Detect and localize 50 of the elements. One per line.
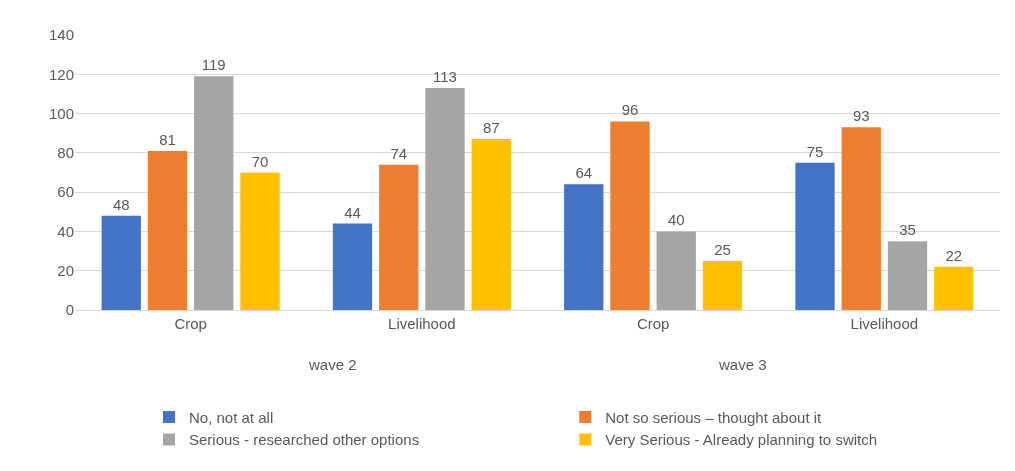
bar bbox=[656, 231, 696, 310]
x-tick-label: Livelihood bbox=[388, 315, 456, 332]
data-label: 81 bbox=[159, 130, 176, 148]
bar bbox=[425, 88, 465, 310]
x-tick-label: Crop bbox=[636, 315, 670, 332]
bar bbox=[240, 172, 280, 310]
text: wave 2 bbox=[308, 356, 357, 373]
legend-label: Serious - researched other options bbox=[189, 431, 420, 449]
bar bbox=[795, 162, 835, 310]
data-label: 119 bbox=[201, 56, 226, 74]
data-label: 64 bbox=[575, 164, 593, 182]
x-tick-label: Crop bbox=[174, 315, 207, 332]
y-tick-label: 20 bbox=[57, 261, 74, 279]
y-tick-label: 40 bbox=[57, 222, 74, 240]
data-label: 75 bbox=[806, 142, 824, 160]
legend-label: Very Serious - Already planning to switch bbox=[605, 431, 878, 449]
bar bbox=[841, 127, 881, 310]
data-label: 93 bbox=[852, 107, 870, 125]
x-tick-label: Livelihood bbox=[850, 315, 919, 332]
bar bbox=[887, 241, 928, 310]
data-label: 48 bbox=[112, 195, 130, 213]
data-label: 44 bbox=[344, 203, 361, 221]
y-tick-label: 120 bbox=[48, 65, 74, 83]
bar bbox=[101, 215, 141, 310]
data-label: 96 bbox=[621, 101, 639, 119]
y-tick-label: 0 bbox=[65, 301, 74, 319]
bar bbox=[702, 260, 743, 310]
bar bbox=[610, 121, 650, 310]
bar bbox=[471, 139, 511, 310]
y-tick-label: 80 bbox=[57, 144, 74, 162]
data-label: 70 bbox=[251, 152, 269, 170]
bar bbox=[332, 223, 373, 310]
data-label: 113 bbox=[433, 68, 457, 86]
text: wave 3 bbox=[718, 356, 767, 373]
legend-label: Not so serious – thought about it bbox=[605, 408, 823, 426]
data-label: 25 bbox=[714, 240, 731, 258]
y-tick-label: 140 bbox=[48, 26, 74, 44]
bar bbox=[564, 184, 604, 310]
data-label: 40 bbox=[667, 211, 685, 229]
bar bbox=[934, 266, 974, 310]
bar bbox=[194, 76, 234, 310]
data-label: 22 bbox=[945, 246, 963, 264]
legend-label: No, not at all bbox=[189, 408, 274, 426]
data-label: 74 bbox=[390, 144, 408, 162]
data-label: 87 bbox=[482, 119, 500, 137]
bar bbox=[379, 164, 419, 310]
y-tick-label: 60 bbox=[57, 183, 74, 201]
y-tick-label: 100 bbox=[48, 104, 74, 122]
data-label: 35 bbox=[899, 221, 916, 239]
bar bbox=[147, 150, 188, 310]
